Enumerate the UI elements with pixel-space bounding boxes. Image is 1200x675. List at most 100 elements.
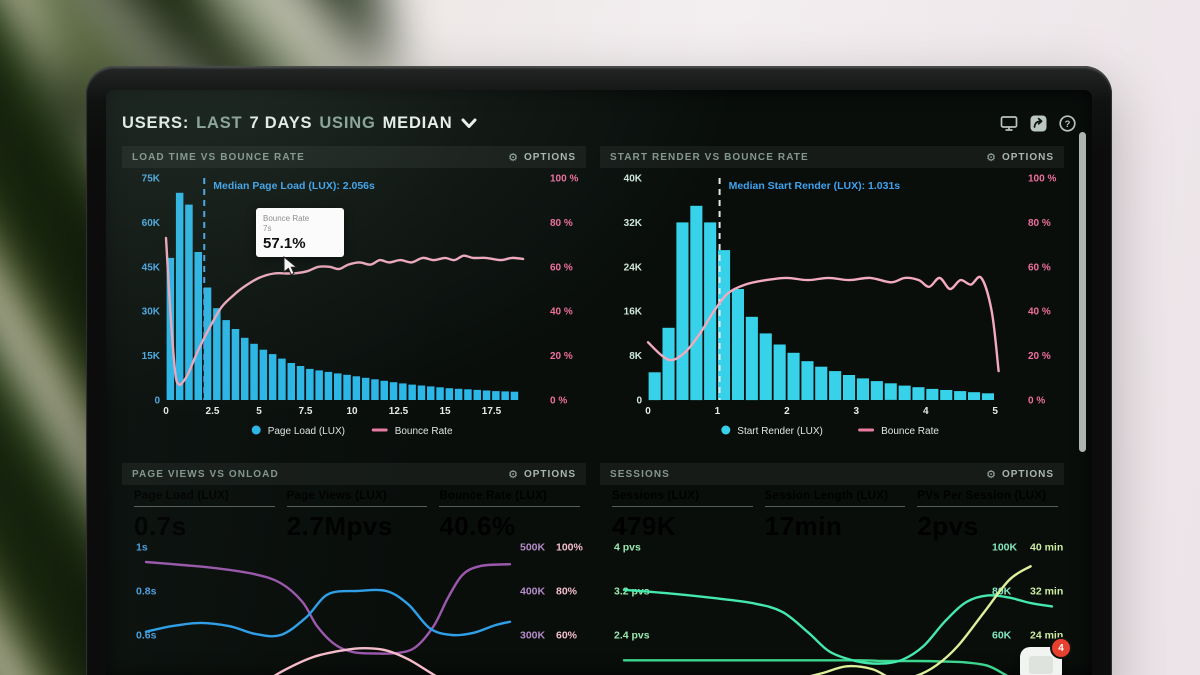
start-render-chart[interactable]: 40K 32K 24K 16K 8K 0 100 % 80 % 60 % 40 % 20 % 0 % 0…	[600, 168, 1064, 453]
options-button[interactable]: ⚙ OPTIONS	[508, 152, 576, 163]
display-icon[interactable]	[1000, 114, 1018, 132]
axis-tick: Bounce Rate	[881, 426, 939, 437]
gear-icon: ⚙	[508, 467, 519, 481]
axis-tick: 75K	[142, 174, 161, 185]
title-7days: 7 DAYS	[249, 113, 313, 132]
dashboard-screen: USERS: LAST 7 DAYS USING MEDIAN	[106, 90, 1092, 675]
title-last: LAST	[196, 113, 243, 132]
median-marker: Median Page Load (LUX): 2.056s	[203, 178, 375, 400]
gear-icon: ⚙	[986, 150, 997, 164]
metric-row: Sessions (LUX) 479K Session Length (LUX)…	[612, 490, 1059, 542]
metric-value: 40.6%	[439, 511, 516, 541]
axis-tick: 1	[715, 406, 721, 417]
axis-tick: 60%	[556, 630, 578, 642]
options-button[interactable]: ⚙ OPTIONS	[986, 152, 1054, 163]
chat-bubble-icon	[1020, 647, 1062, 675]
histogram-bar	[417, 385, 426, 400]
bounce-rate-line	[164, 236, 525, 387]
panel-header: SESSIONS ⚙ OPTIONS	[600, 463, 1064, 485]
axis-tick: 3	[854, 406, 860, 417]
notification-badge: 4	[1052, 639, 1070, 657]
axis-tick: 100%	[556, 542, 584, 554]
axis-tick: 0 %	[1028, 396, 1045, 407]
metric-value: 479K	[612, 511, 677, 541]
histogram-bar	[787, 352, 800, 400]
page-views-line	[144, 560, 512, 655]
help-icon[interactable]: ?	[1058, 114, 1076, 132]
histogram-bar	[968, 392, 981, 400]
bounce-rate-line	[273, 646, 437, 675]
load-time-vs-bounce-rate-canvas[interactable]: 75K 60K 45K 30K 15K 0 100 % 80 % 60 % 40 % 20 % 0 %…	[122, 168, 586, 453]
share-icon[interactable]	[1029, 114, 1047, 132]
chart-legend: Start Render (LUX) Bounce Rate	[721, 425, 939, 437]
axis-tick: 100 %	[550, 174, 578, 185]
title-users: USERS:	[122, 113, 190, 132]
histogram-bar	[222, 320, 230, 400]
axis-tick: 0.6s	[136, 630, 157, 642]
load-time-chart[interactable]: 75K 60K 45K 30K 15K 0 100 % 80 % 60 % 40 % 20 % 0 %…	[122, 168, 586, 453]
metric-row: Page Load (LUX) 0.7s Page Views (LUX) 2.…	[134, 490, 581, 542]
page-views-chart[interactable]: 1s 0.8s 0.6s 500K 400K 300K 100% 80% 60%	[122, 485, 586, 675]
panel-load-time-vs-bounce-rate: LOAD TIME VS BOUNCE RATE ⚙ OPTIONS 75K 60K…	[122, 146, 586, 453]
legend-line	[858, 428, 875, 432]
histogram-bar	[203, 287, 212, 400]
axis-tick: 8K	[629, 351, 643, 362]
histogram-bar	[194, 252, 202, 400]
metric-bounce-rate: Bounce Rate (LUX) 40.6%	[439, 490, 581, 542]
users-range-dropdown[interactable]: USERS: LAST 7 DAYS USING MEDIAN	[122, 114, 477, 133]
axis-tick: 0	[645, 406, 651, 417]
histogram-bar	[492, 391, 500, 400]
histogram-bar	[464, 389, 472, 400]
bounce-rate-line	[646, 275, 1000, 373]
axis-tick: 300K	[520, 630, 546, 642]
axis-tick: 20 %	[550, 351, 573, 362]
axis-tick: Median Page Load (LUX): 2.056s	[213, 180, 375, 192]
histogram-bar	[704, 222, 717, 400]
histogram-bar	[185, 204, 193, 400]
title-median: MEDIAN	[382, 113, 453, 132]
topbar-icons: ?	[1000, 114, 1076, 132]
histogram-bar	[306, 368, 314, 400]
histogram-bar	[343, 374, 351, 400]
sessions-chart[interactable]: 4 pvs 3.2 pvs 2.4 pvs 100K 80K 60K 40 min 32 mi…	[600, 485, 1064, 675]
tooltip-value: 57.1%	[263, 235, 306, 252]
dashboard-topbar: USERS: LAST 7 DAYS USING MEDIAN	[122, 108, 1076, 138]
axis-tick: 12.5	[389, 406, 409, 417]
histogram-bar	[501, 391, 509, 400]
axis-tick: 60K	[142, 218, 161, 229]
scrollbar[interactable]	[1079, 132, 1086, 452]
axis-tick: 1s	[136, 542, 148, 554]
median-marker: Median Start Render (LUX): 1.031s	[718, 178, 900, 400]
start-render-vs-bounce-rate-canvas[interactable]: 40K 32K 24K 16K 8K 0 100 % 80 % 60 % 40 % 20 % 0 % 0…	[600, 168, 1064, 453]
panel-title: PAGE VIEWS VS ONLOAD	[132, 468, 279, 480]
histogram-bar	[829, 371, 842, 400]
mouse-cursor	[283, 255, 300, 281]
histogram-bar	[427, 386, 435, 400]
legend-line	[371, 428, 388, 432]
histogram-bar	[648, 372, 661, 401]
options-label: OPTIONS	[1001, 151, 1054, 163]
panel-title: START RENDER VS BOUNCE RATE	[610, 151, 809, 163]
histogram-bar	[399, 383, 407, 400]
laptop-bezel: USERS: LAST 7 DAYS USING MEDIAN	[86, 66, 1112, 675]
axis-tick: 80 %	[1028, 218, 1051, 229]
panel-header: PAGE VIEWS VS ONLOAD ⚙ OPTIONS	[122, 463, 586, 485]
axis-tick: 16K	[624, 307, 643, 318]
axis-tick: 45K	[142, 262, 161, 273]
axis-tick: 80%	[556, 586, 578, 598]
options-button[interactable]: ⚙ OPTIONS	[986, 469, 1054, 480]
histogram-bar	[676, 222, 689, 400]
metric-sessions: Sessions (LUX) 479K	[612, 490, 753, 542]
chevron-down-icon	[461, 118, 477, 129]
axis-tick: 40 %	[550, 307, 573, 318]
histogram-bar	[912, 387, 925, 400]
chat-widget-button[interactable]: 4	[1020, 639, 1070, 675]
metric-label: Page Load (LUX)	[134, 490, 275, 507]
histogram-bar	[296, 366, 305, 400]
metric-value: 0.7s	[134, 511, 187, 541]
page-views-vs-onload-canvas[interactable]: 1s 0.8s 0.6s 500K 400K 300K 100% 80% 60%	[122, 485, 586, 675]
options-button[interactable]: ⚙ OPTIONS	[508, 469, 576, 480]
axis-tick: 500K	[520, 542, 546, 554]
axis-tick: 60K	[992, 630, 1012, 642]
